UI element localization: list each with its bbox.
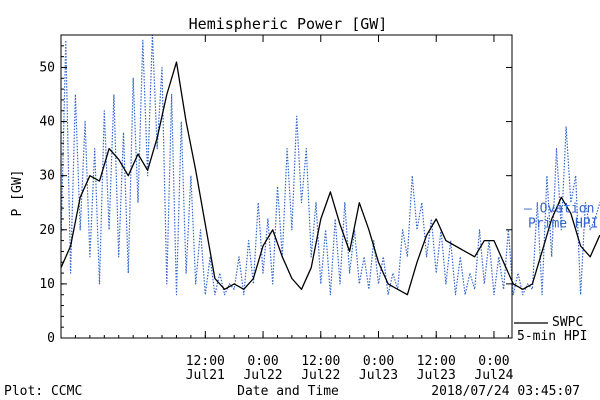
footer-plot-credit: Plot: CCMC bbox=[4, 384, 82, 399]
footer-timestamp: 2018/07/24 03:45:07 bbox=[431, 384, 580, 399]
y-tick-label: 50 bbox=[39, 60, 55, 75]
y-tick-label: 30 bbox=[39, 169, 55, 184]
x-axis-label: Date and Time bbox=[237, 384, 339, 399]
y-tick-label: 10 bbox=[39, 277, 55, 292]
x-tick-label-time: 12:00 bbox=[417, 354, 456, 369]
x-tick-label-time: 12:00 bbox=[301, 354, 340, 369]
legend-label-ovation-line1: — Ovation bbox=[524, 202, 594, 217]
legend-label-swpc-line1: SWPC bbox=[552, 315, 583, 330]
x-tick-label-date: Jul24 bbox=[474, 368, 513, 383]
y-tick-label: 40 bbox=[39, 115, 55, 130]
x-tick-label-time: 0:00 bbox=[247, 354, 278, 369]
x-tick-label-date: Jul21 bbox=[186, 368, 225, 383]
x-tick-label-date: Jul22 bbox=[243, 368, 282, 383]
x-tick-label-date: Jul23 bbox=[359, 368, 398, 383]
x-tick-label-time: 0:00 bbox=[363, 354, 394, 369]
series-line-ovation-prime-hpi bbox=[60, 34, 600, 296]
legend-label-swpc-line2: 5-min HPI bbox=[517, 329, 587, 344]
y-tick-label: 0 bbox=[47, 331, 55, 346]
x-tick-label-date: Jul22 bbox=[301, 368, 340, 383]
series-line-swpc-5-min-hpi bbox=[60, 61, 600, 296]
plot-area: 0102030405012:00Jul210:00Jul2212:00Jul22… bbox=[39, 34, 600, 383]
y-axis-label: P [GW] bbox=[10, 170, 25, 217]
x-tick-label-date: Jul23 bbox=[417, 368, 456, 383]
y-tick-label: 20 bbox=[39, 223, 55, 238]
x-tick-label-time: 0:00 bbox=[478, 354, 509, 369]
plot-frame bbox=[60, 34, 513, 339]
x-tick-label-time: 12:00 bbox=[186, 354, 225, 369]
legend-label-ovation-line2: Prime HPI bbox=[528, 217, 598, 232]
chart-title: Hemispheric Power [GW] bbox=[189, 15, 388, 33]
